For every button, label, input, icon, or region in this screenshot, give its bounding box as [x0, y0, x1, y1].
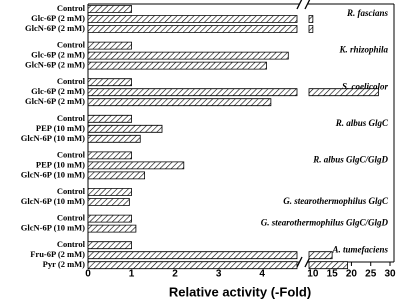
bar	[87, 51, 289, 60]
group-label: S. coelicolor	[342, 81, 388, 91]
bar	[87, 124, 163, 133]
row-label: GlcN-6P (2 mM)	[25, 23, 85, 33]
group-label: G. stearothermophilus GlgC	[283, 196, 389, 206]
bar	[87, 224, 137, 233]
bar	[87, 98, 272, 107]
row-label: Control	[57, 186, 86, 196]
x-tick-label: 2	[172, 269, 178, 280]
x-tick-label: 25	[365, 269, 377, 280]
bar	[87, 25, 314, 33]
x-tick-label: 0	[85, 269, 91, 280]
group-label: G. stearothermophilus GlgC/GlgD	[261, 218, 389, 228]
bar	[87, 78, 132, 87]
row-label: Glc-6P (2 mM)	[31, 86, 85, 96]
bar	[87, 151, 132, 160]
axis-break	[296, 0, 303, 10]
row-label: Pyr (2 mM)	[43, 259, 85, 269]
bar	[87, 88, 379, 97]
bar	[87, 61, 267, 70]
bar	[87, 251, 333, 260]
row-label: Control	[57, 239, 86, 249]
row-label: Control	[57, 113, 86, 123]
x-axis-label: Relative activity (-Fold)	[169, 284, 311, 299]
row-label: PEP (10 mM)	[36, 159, 85, 169]
axis-break	[304, 0, 311, 10]
bar	[87, 214, 132, 223]
bar	[87, 15, 314, 23]
group-label: R. fascians	[346, 8, 389, 18]
row-label: PEP (10 mM)	[36, 123, 85, 133]
group-label: K. rhizophila	[338, 45, 388, 55]
bar	[87, 5, 132, 13]
row-label: Glc-6P (2 mM)	[31, 50, 85, 60]
bar	[87, 41, 132, 50]
row-label: Control	[57, 40, 86, 50]
bar	[87, 171, 146, 180]
group-label: R. albus GlgC	[335, 118, 389, 128]
row-label: Control	[57, 76, 86, 86]
row-label: Control	[57, 149, 86, 159]
row-label: GlcN-6P (2 mM)	[25, 96, 85, 106]
group-label: A. tumefaciens	[332, 244, 389, 254]
bar	[87, 114, 132, 123]
row-label: GlcN-6P (10 mM)	[21, 169, 85, 179]
x-tick-label: 4	[259, 269, 265, 280]
row-label: Fru-6P (2 mM)	[30, 249, 85, 259]
bar	[87, 198, 130, 206]
row-label: GlcN-6P (2 mM)	[25, 60, 85, 70]
row-label: GlcN-6P (10 mM)	[21, 223, 85, 233]
group-label: R. albus GlgC/GlgD	[312, 154, 388, 164]
bar	[87, 161, 185, 170]
x-tick-label: 1	[129, 269, 135, 280]
row-label: Control	[57, 213, 86, 223]
row-label: Control	[57, 3, 86, 13]
row-label: GlcN-6P (10 mM)	[21, 133, 85, 143]
x-tick-label: 20	[346, 269, 358, 280]
bar	[87, 188, 132, 196]
x-tick-label: 3	[216, 269, 222, 280]
row-label: Glc-6P (2 mM)	[31, 13, 85, 23]
bar	[87, 134, 141, 143]
row-label: GlcN-6P (10 mM)	[21, 196, 85, 206]
bar	[87, 241, 132, 250]
bar	[87, 261, 348, 270]
x-tick-label: 30	[384, 269, 396, 280]
x-tick-label: 15	[327, 269, 339, 280]
axis-break	[296, 256, 303, 268]
x-tick-label: 10	[307, 269, 319, 280]
